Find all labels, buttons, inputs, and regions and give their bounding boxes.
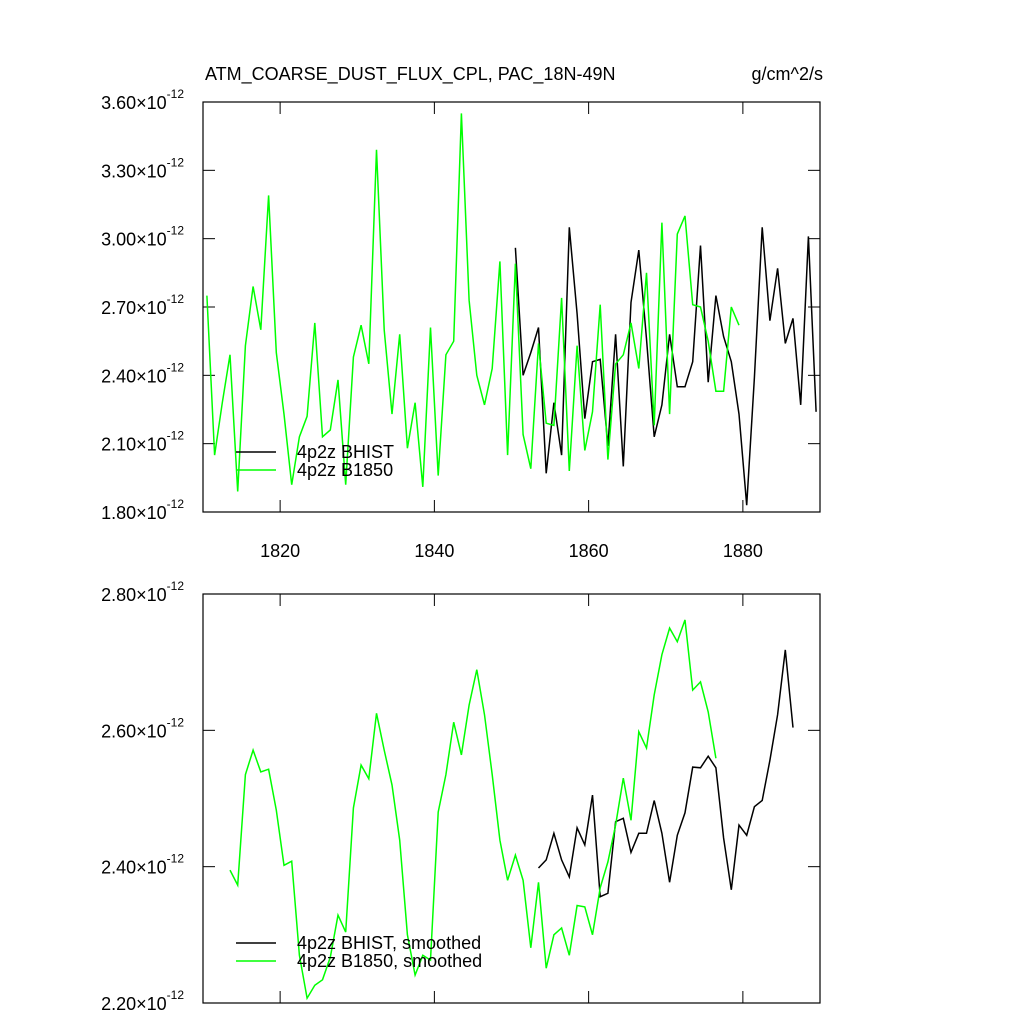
legend-label: 4p2z B1850 [297, 460, 393, 480]
legend-label: 4p2z BHIST [297, 442, 394, 462]
y-tick-label: 2.40×10-12 [101, 852, 184, 878]
data-line [514, 227, 817, 506]
x-tick-label: 1840 [414, 541, 454, 561]
y-tick-label: 3.60×10-12 [101, 87, 184, 113]
y-tick-label: 2.60×10-12 [101, 716, 184, 742]
y-tick-label: 3.00×10-12 [101, 224, 184, 250]
x-tick-label: 1820 [260, 541, 300, 561]
legend-label: 4p2z B1850, smoothed [297, 951, 482, 971]
y-tick-label: 2.20×10-12 [101, 988, 184, 1014]
y-tick-label: 2.80×10-12 [101, 579, 184, 605]
plot-frame [202, 593, 821, 1004]
legend-label: 4p2z BHIST, smoothed [297, 933, 481, 953]
y-tick-label: 2.70×10-12 [101, 292, 184, 318]
x-tick-label: 1860 [569, 541, 609, 561]
y-tick-label: 2.10×10-12 [101, 429, 184, 455]
y-tick-label: 1.80×10-12 [101, 497, 184, 523]
x-tick-label: 1880 [723, 541, 763, 561]
plot-frame [202, 101, 821, 513]
data-line [206, 113, 740, 492]
data-line [537, 649, 794, 898]
units-label: g/cm^2/s [752, 64, 823, 84]
data-line [229, 619, 717, 1001]
y-tick-label: 2.40×10-12 [101, 361, 184, 387]
y-tick-label: 3.30×10-12 [101, 156, 184, 182]
chart-title: ATM_COARSE_DUST_FLUX_CPL, PAC_18N-49N [205, 64, 615, 85]
